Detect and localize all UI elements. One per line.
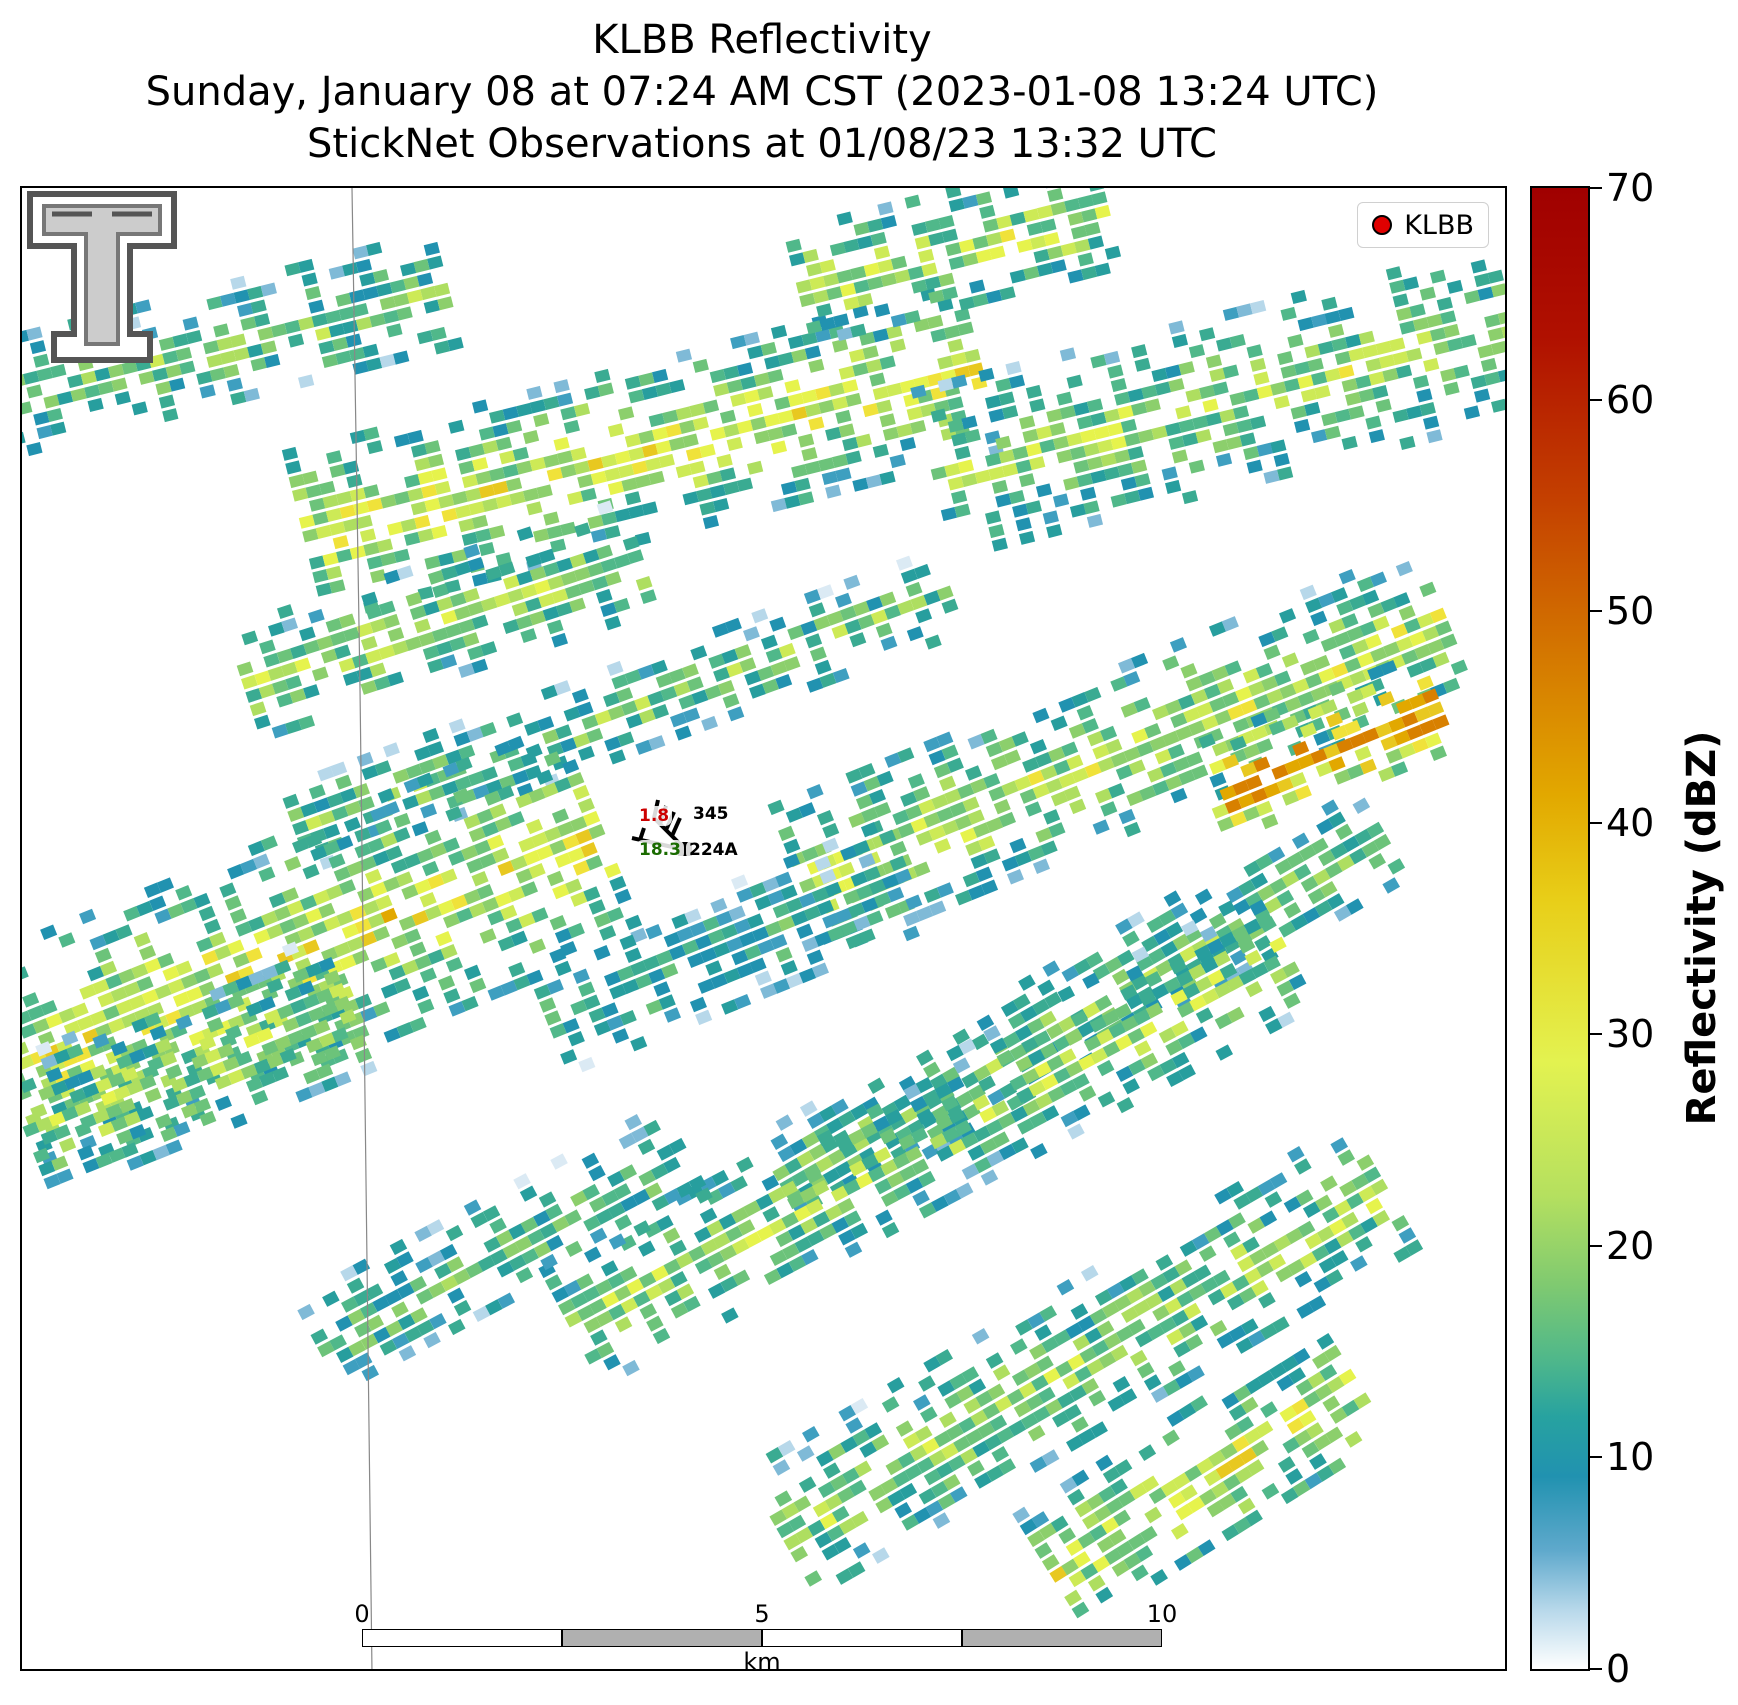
colorbar-tick-mark bbox=[1590, 1668, 1602, 1670]
colorbar-tick-label: 20 bbox=[1606, 1223, 1655, 1268]
texas-tech-double-t-logo bbox=[27, 191, 177, 363]
colorbar-tick-label: 70 bbox=[1606, 166, 1655, 210]
klbb-marker-icon bbox=[1372, 215, 1393, 235]
colorbar-tick-mark bbox=[1590, 1456, 1602, 1459]
scale-tick-10: 10 bbox=[1146, 1600, 1178, 1628]
scale-bar: 0 5 10 km bbox=[354, 1600, 1177, 1669]
colorbar-tick-label: 40 bbox=[1606, 800, 1655, 845]
radar-map[interactable]: KLBB 1.8 345 18.3 224A 0 5 10 km bbox=[20, 186, 1507, 1671]
colorbar-tick-label: 30 bbox=[1606, 1012, 1655, 1057]
station-value-345: 1.8 bbox=[636, 806, 673, 826]
title-line-1: KLBB Reflectivity bbox=[592, 17, 932, 63]
colorbar-tick-mark bbox=[1590, 821, 1602, 824]
colorbar-label: Reflectivity (dBZ) bbox=[1679, 730, 1725, 1126]
station-id-345[interactable]: 345 bbox=[690, 804, 732, 824]
title-line-3: StickNet Observations at 01/08/23 13:32 … bbox=[307, 121, 1217, 167]
colorbar-tick-label: 10 bbox=[1606, 1435, 1655, 1480]
colorbar-tick-label: 60 bbox=[1606, 377, 1655, 422]
legend-label: KLBB bbox=[1404, 209, 1474, 241]
map-legend: KLBB bbox=[1357, 202, 1489, 248]
map-title: KLBB Reflectivity Sunday, January 08 at … bbox=[0, 14, 1524, 170]
scale-segment-1 bbox=[362, 1629, 562, 1647]
colorbar-tick-label: 50 bbox=[1606, 589, 1655, 634]
colorbar-tick-label: 0 bbox=[1606, 1647, 1631, 1691]
scale-segment-2 bbox=[562, 1629, 762, 1647]
scale-segment-3 bbox=[762, 1629, 962, 1647]
station-value-224A: 18.3 bbox=[636, 840, 684, 860]
colorbar-tick-mark bbox=[1590, 187, 1602, 189]
station-id-224A[interactable]: 224A bbox=[686, 840, 741, 860]
colorbar bbox=[1530, 186, 1590, 1671]
colorbar-tick-mark bbox=[1590, 1033, 1602, 1036]
reflectivity-field bbox=[22, 188, 1505, 1669]
title-line-2: Sunday, January 08 at 07:24 AM CST (2023… bbox=[145, 69, 1379, 115]
scale-tick-5: 5 bbox=[754, 1600, 770, 1628]
county-boundary-line bbox=[351, 188, 373, 1669]
scale-tick-0: 0 bbox=[354, 1600, 370, 1628]
scale-unit: km bbox=[743, 1648, 781, 1671]
colorbar-tick-mark bbox=[1590, 398, 1602, 401]
scale-segment-4 bbox=[962, 1629, 1162, 1647]
colorbar-tick-mark bbox=[1590, 1244, 1602, 1247]
colorbar-tick-mark bbox=[1590, 610, 1602, 613]
